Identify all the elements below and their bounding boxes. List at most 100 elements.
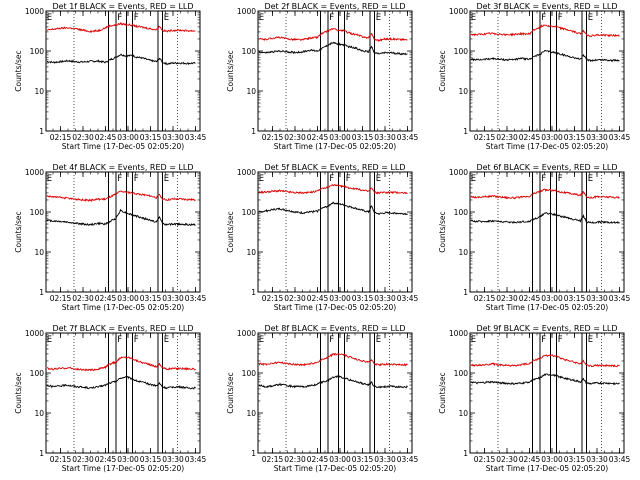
x-tick-label: 02:30 [284, 133, 306, 142]
x-tick-label: 03:30 [374, 455, 396, 464]
y-tick-label: 100 [30, 47, 45, 56]
interval-label: E [588, 335, 593, 345]
interval-label: F [346, 13, 351, 23]
y-tick-label: 1 [39, 449, 44, 458]
y-axis-label: Counts/sec [438, 372, 447, 413]
interval-label: F [134, 13, 139, 23]
plot-frame [45, 171, 201, 293]
lld-series-line [258, 28, 408, 43]
interval-label: E [588, 174, 593, 184]
plot-frame [469, 171, 625, 293]
plot-frame [257, 171, 413, 293]
x-axis-label: Start Time (17-Dec-05 02:05:20) [486, 303, 608, 312]
x-tick-label: 03:30 [586, 294, 608, 303]
y-tick-label: 1 [251, 288, 256, 297]
x-tick-label: 03:45 [185, 294, 207, 303]
x-tick-label: 02:15 [262, 455, 284, 464]
x-tick-label: 03:00 [329, 455, 351, 464]
x-tick-label: 03:30 [586, 133, 608, 142]
interval-label: F [117, 13, 122, 23]
interval-label: E [588, 13, 593, 23]
x-tick-label: 02:45 [95, 133, 117, 142]
interval-label: E [471, 13, 476, 23]
x-tick-label: 03:15 [352, 133, 374, 142]
interval-label: E [259, 335, 264, 345]
x-tick-label: 02:45 [307, 133, 329, 142]
y-axis-label: Counts/sec [14, 211, 23, 252]
detector-panel-1: Det 1f BLACK = Events, RED = LLD 1 10 100 10… [14, 2, 207, 151]
events-series-line [47, 53, 196, 66]
y-tick-label: 100 [30, 208, 45, 217]
lld-series-line [46, 190, 196, 203]
x-tick-label: 03:15 [564, 294, 586, 303]
plot-frame [45, 10, 201, 132]
x-tick-label: 03:00 [117, 455, 139, 464]
y-tick-label: 10 [458, 409, 468, 418]
x-tick-label: 03:15 [564, 133, 586, 142]
y-tick-label: 100 [454, 47, 469, 56]
detector-panel-9: Det 9f BLACK = Events, RED = LLD 1 10 100 10… [438, 324, 631, 473]
x-tick-label: 02:30 [72, 455, 94, 464]
detector-panel-5: Det 5f BLACK = Events, RED = LLD 1 10 100 10… [226, 163, 419, 312]
y-tick-label: 1000 [237, 168, 256, 177]
y-tick-label: 1000 [449, 7, 468, 16]
x-tick-label: 03:00 [541, 133, 563, 142]
panel-title: Det 2f BLACK = Events, RED = LLD [264, 2, 405, 11]
x-axis-label: Start Time (17-Dec-05 02:05:20) [274, 142, 396, 151]
events-series-line [46, 375, 196, 390]
y-tick-label: 10 [246, 248, 256, 257]
events-series-line [46, 208, 196, 227]
panel-title: Det 9f BLACK = Events, RED = LLD [476, 324, 617, 333]
y-tick-label: 1000 [25, 168, 44, 177]
y-tick-label: 10 [246, 409, 256, 418]
interval-label: F [558, 335, 563, 345]
plot-frame [469, 10, 625, 132]
x-tick-label: 03:30 [586, 455, 608, 464]
y-tick-label: 1000 [449, 168, 468, 177]
interval-label: E [376, 13, 381, 23]
x-tick-label: 02:15 [262, 294, 284, 303]
y-tick-label: 100 [30, 369, 45, 378]
y-tick-label: 100 [454, 369, 469, 378]
lld-series-line [258, 183, 408, 195]
x-tick-label: 03:15 [140, 294, 162, 303]
x-axis-label: Start Time (17-Dec-05 02:05:20) [486, 464, 608, 473]
x-tick-label: 03:00 [329, 133, 351, 142]
x-tick-label: 02:15 [50, 455, 72, 464]
interval-label: F [329, 174, 334, 184]
y-tick-label: 1000 [449, 329, 468, 338]
y-tick-label: 10 [34, 409, 44, 418]
y-axis-label: Counts/sec [226, 50, 235, 91]
interval-label: E [259, 174, 264, 184]
x-axis-label: Start Time (17-Dec-05 02:05:20) [62, 464, 184, 473]
x-tick-label: 03:45 [609, 455, 631, 464]
y-axis-label: Counts/sec [14, 50, 23, 91]
x-tick-label: 02:30 [72, 294, 94, 303]
x-axis-label: Start Time (17-Dec-05 02:05:20) [62, 142, 184, 151]
interval-label: F [117, 335, 122, 345]
y-tick-label: 1000 [25, 329, 44, 338]
x-tick-label: 03:45 [185, 455, 207, 464]
panel-title: Det 3f BLACK = Events, RED = LLD [476, 2, 617, 11]
x-tick-label: 02:15 [50, 133, 72, 142]
interval-label: E [164, 335, 169, 345]
panel-title: Det 4f BLACK = Events, RED = LLD [52, 163, 193, 172]
x-tick-label: 02:15 [474, 294, 496, 303]
panel-title: Det 5f BLACK = Events, RED = LLD [264, 163, 405, 172]
x-axis-label: Start Time (17-Dec-05 02:05:20) [274, 303, 396, 312]
interval-label: E [164, 13, 169, 23]
interval-label: E [164, 174, 169, 184]
interval-label: F [541, 335, 546, 345]
y-axis-label: Counts/sec [438, 211, 447, 252]
y-tick-label: 1 [251, 127, 256, 136]
x-tick-label: 03:45 [397, 294, 419, 303]
interval-label: E [47, 174, 52, 184]
events-series-line [258, 41, 408, 56]
x-tick-label: 03:15 [352, 294, 374, 303]
x-tick-label: 03:45 [609, 294, 631, 303]
x-tick-label: 02:15 [474, 133, 496, 142]
interval-label: F [134, 335, 139, 345]
x-tick-label: 03:00 [329, 294, 351, 303]
x-tick-label: 03:45 [397, 133, 419, 142]
panel-title: Det 1f BLACK = Events, RED = LLD [52, 2, 193, 11]
